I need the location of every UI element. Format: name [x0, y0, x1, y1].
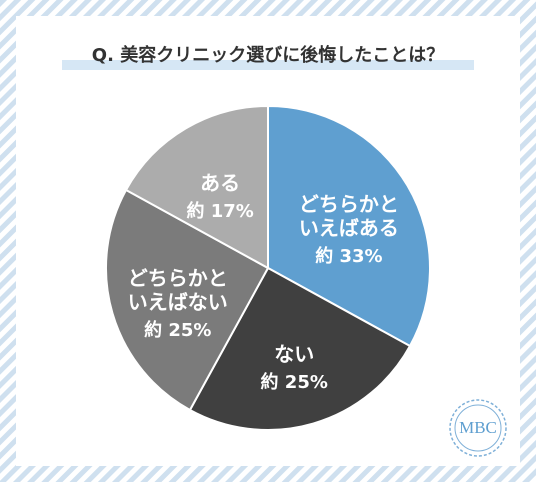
slice-value-label: 約 17% [186, 200, 253, 222]
title-highlight [62, 60, 474, 70]
pie-slice [124, 104, 269, 270]
logo-ring [449, 399, 507, 457]
slice-label: どちらかといえばない [128, 266, 228, 314]
slice-label: どちらかといえばある [299, 192, 399, 240]
logo-inner-ring [454, 404, 502, 452]
slice-value-label: 約 25% [261, 371, 328, 393]
logo: MBC [449, 399, 507, 457]
logo-text: MBC [459, 418, 497, 437]
pie-slice [267, 104, 431, 348]
slice-value-label: 約 33% [315, 245, 382, 267]
slice-label: ある [200, 171, 240, 195]
pie-slice [188, 266, 412, 431]
pie-slice [105, 188, 270, 412]
slice-label: ない [274, 342, 314, 366]
chart-title: Q. 美容クリニック選びに後悔したことは？ [92, 44, 444, 66]
slice-value-label: 約 25% [144, 319, 211, 341]
